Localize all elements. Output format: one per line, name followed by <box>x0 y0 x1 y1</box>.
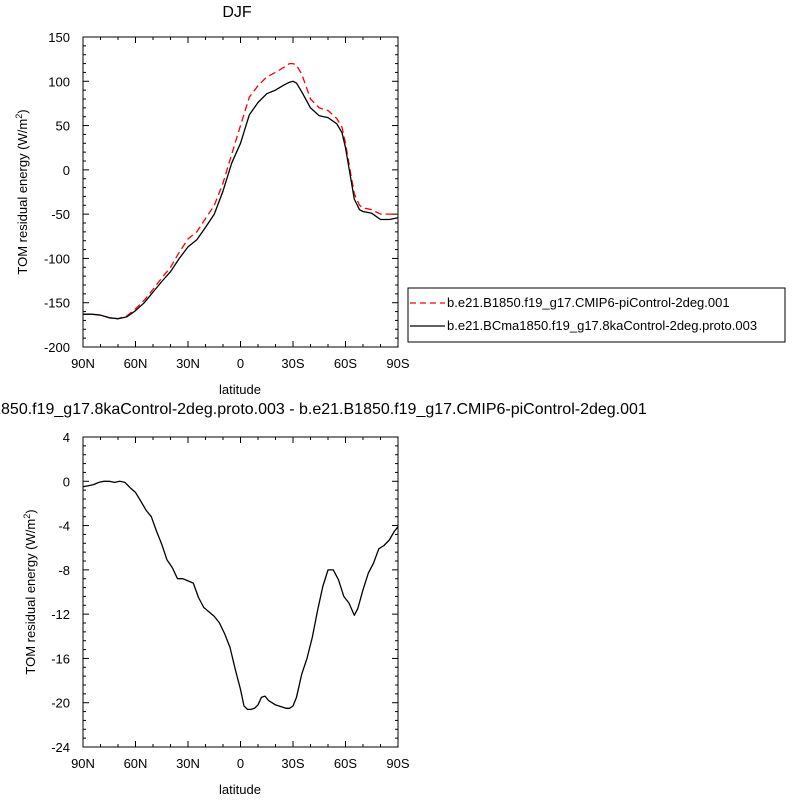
top-legend: b.e21.B1850.f19_g17.CMIP6-piControl-2deg… <box>407 287 786 343</box>
top-x-tick-label: 30S <box>281 356 304 371</box>
top-series-line-2 <box>83 80 399 320</box>
top-y-tick-label: 0 <box>63 163 70 178</box>
bottom-x-tick-label: 0 <box>237 756 244 771</box>
top-x-tick-label: 90N <box>71 356 95 371</box>
bottom-x-tick-label: 60N <box>124 756 148 771</box>
bottom-y-axis-label: TOM residual energy (W/m2) <box>22 509 38 674</box>
legend-label-series-1: b.e21.B1850.f19_g17.CMIP6-piControl-2deg… <box>447 295 730 310</box>
bottom-x-tick-label: 90S <box>386 756 409 771</box>
top-series-line-1 <box>83 62 398 320</box>
top-y-tick-label: 100 <box>48 74 70 89</box>
top-y-tick-label: -200 <box>44 340 70 355</box>
bottom-axis-ticks: 90N 60N 30N 0 30S 60S 90S -24 -20 -16 -12 -8 -4 0 4 <box>51 430 410 771</box>
top-y-axis-label: TOM residual energy (W/m2) <box>14 109 30 274</box>
bottom-chart-title: b.e21.BCma1850.f19_g17.8kaControl-2deg.p… <box>0 401 647 418</box>
top-y-tick-label: -50 <box>51 207 70 222</box>
bottom-series-lines <box>82 480 399 711</box>
bottom-y-tick-label: -8 <box>58 563 70 578</box>
bottom-series-line-1 <box>82 480 399 711</box>
bottom-x-tick-label: 90N <box>71 756 95 771</box>
top-plot: DJF 90N 60N 30N 0 30S 60S 90S -200 -150 -100 -50 0 5… <box>14 4 786 397</box>
top-y-tick-label: -100 <box>44 251 70 266</box>
top-y-tick-label: -150 <box>44 296 70 311</box>
bottom-x-tick-label: 30S <box>281 756 304 771</box>
bottom-plot-frame <box>82 436 399 748</box>
top-x-tick-label: 30N <box>176 356 200 371</box>
bottom-x-tick-label: 30N <box>176 756 200 771</box>
bottom-y-tick-label: -12 <box>51 607 70 622</box>
top-x-tick-label: 60S <box>334 356 357 371</box>
bottom-y-tick-label: -16 <box>51 651 70 666</box>
bottom-plot: b.e21.BCma1850.f19_g17.8kaControl-2deg.p… <box>0 401 647 797</box>
top-plot-frame <box>82 36 399 348</box>
bottom-y-tick-label: 4 <box>63 430 70 445</box>
bottom-x-tick-label: 60S <box>334 756 357 771</box>
top-x-axis-label: latitude <box>219 382 261 397</box>
top-x-tick-label: 90S <box>386 356 409 371</box>
top-series-lines <box>83 62 399 320</box>
top-axis-ticks: 90N 60N 30N 0 30S 60S 90S -200 -150 -100 -50 0 50 100… <box>44 30 410 371</box>
top-x-tick-label: 0 <box>237 356 244 371</box>
top-y-tick-label: 150 <box>48 30 70 45</box>
bottom-x-axis-label: latitude <box>219 782 261 797</box>
bottom-y-tick-label: -24 <box>51 740 70 755</box>
bottom-y-tick-label: 0 <box>63 474 70 489</box>
top-y-tick-label: 50 <box>56 119 70 134</box>
bottom-y-tick-label: -4 <box>58 519 70 534</box>
bottom-y-tick-label: -20 <box>51 696 70 711</box>
top-chart-title: DJF <box>222 4 252 21</box>
legend-box <box>407 287 786 343</box>
top-x-tick-label: 60N <box>124 356 148 371</box>
legend-label-series-2: b.e21.BCma1850.f19_g17.8kaControl-2deg.p… <box>447 318 757 333</box>
